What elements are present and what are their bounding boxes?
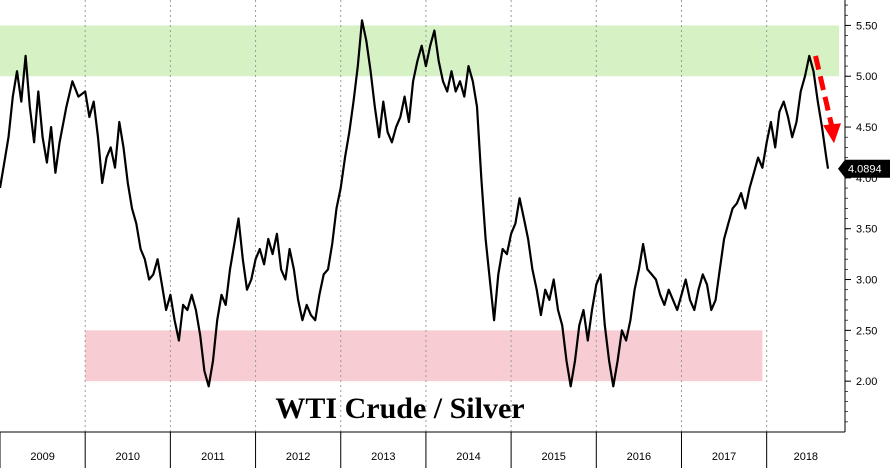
y-axis-ticks: 5.505.004.504.003.503.002.502.00	[845, 4, 877, 423]
arrow-head	[823, 123, 841, 144]
x-axis-ticks: 2009 2010 2011 2012 2013 2014 2015 2016 2017 2018	[0, 432, 818, 468]
y-tick-label-2.50: 2.50	[856, 325, 877, 337]
series-layer	[0, 19, 830, 388]
y-tick-label-4.50: 4.50	[856, 122, 877, 134]
arrow-shaft	[813, 55, 835, 128]
x-tick-label-2015: 2015	[541, 451, 565, 463]
y-tick-label-5.00: 5.00	[856, 71, 877, 83]
x-tick-label-2012: 2012	[286, 451, 310, 463]
y-tick-label-3.50: 3.50	[856, 224, 877, 236]
y-tick-label-2.00: 2.00	[856, 376, 877, 388]
last-value-label: 4.0894	[848, 164, 882, 176]
y-tick-label-5.50: 5.50	[856, 20, 877, 32]
axes	[0, 0, 846, 433]
x-tick-label-2018: 2018	[794, 451, 818, 463]
x-tick-label-2009: 2009	[30, 451, 54, 463]
chart-title: WTI Crude / Silver	[275, 392, 524, 425]
x-tick-label-2016: 2016	[627, 451, 651, 463]
series-line	[0, 19, 830, 388]
x-tick-label-2013: 2013	[371, 451, 395, 463]
x-tick-label-2010: 2010	[116, 451, 140, 463]
last-value-badge-shape	[838, 159, 890, 178]
year-gridlines	[84, 0, 768, 432]
y-tick-label-3.00: 3.00	[856, 275, 877, 287]
x-tick-label-2014: 2014	[456, 451, 480, 463]
x-tick-label-2011: 2011	[201, 451, 225, 463]
lower-band	[85, 330, 763, 382]
highlight-bands	[0, 25, 840, 382]
last-value-badge: 4.0894	[838, 159, 890, 178]
x-tick-label-2017: 2017	[712, 451, 736, 463]
down-arrow-annotation	[813, 55, 841, 144]
